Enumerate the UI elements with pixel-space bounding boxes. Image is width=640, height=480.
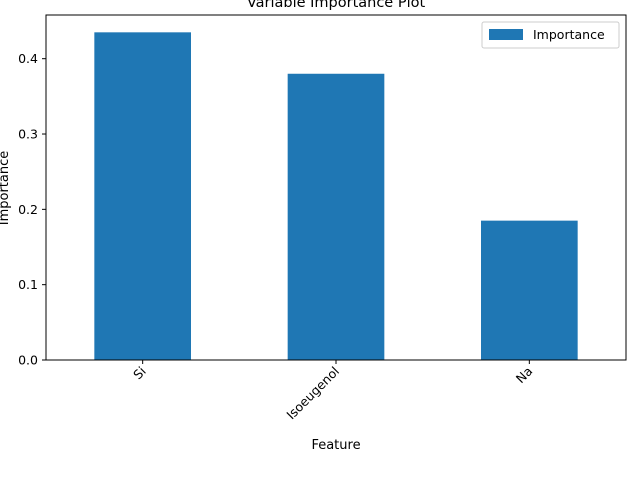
plot-frame (45, 14, 627, 361)
x-axis-label: Feature (311, 438, 360, 453)
y-tick-label: 0.2 (18, 202, 38, 217)
x-tick-label: Si (130, 364, 149, 383)
bar-isoeugenol (287, 73, 385, 360)
bar-si (94, 32, 191, 361)
legend-label: Importance (533, 27, 605, 42)
legend: Importance (481, 21, 620, 49)
y-tick-label: 0.1 (18, 277, 38, 292)
y-tick-label: 0.0 (18, 353, 38, 368)
x-axis-ticks: Si Isoeugenol Na (130, 360, 535, 422)
y-tick-label: 0.3 (18, 127, 38, 142)
bar-na (481, 220, 578, 360)
x-tick-label: Na (513, 364, 536, 387)
legend-box (481, 21, 620, 49)
bar-group (94, 32, 578, 361)
y-tick-label: 0.4 (18, 51, 38, 66)
x-tick-label: Isoeugenol (283, 364, 342, 423)
chart-title: Variable Importance Plot (247, 0, 426, 11)
y-axis-ticks: 0.0 0.1 0.2 0.3 0.4 (18, 51, 46, 368)
legend-swatch (489, 29, 523, 40)
y-axis-label: Importance (0, 151, 12, 226)
